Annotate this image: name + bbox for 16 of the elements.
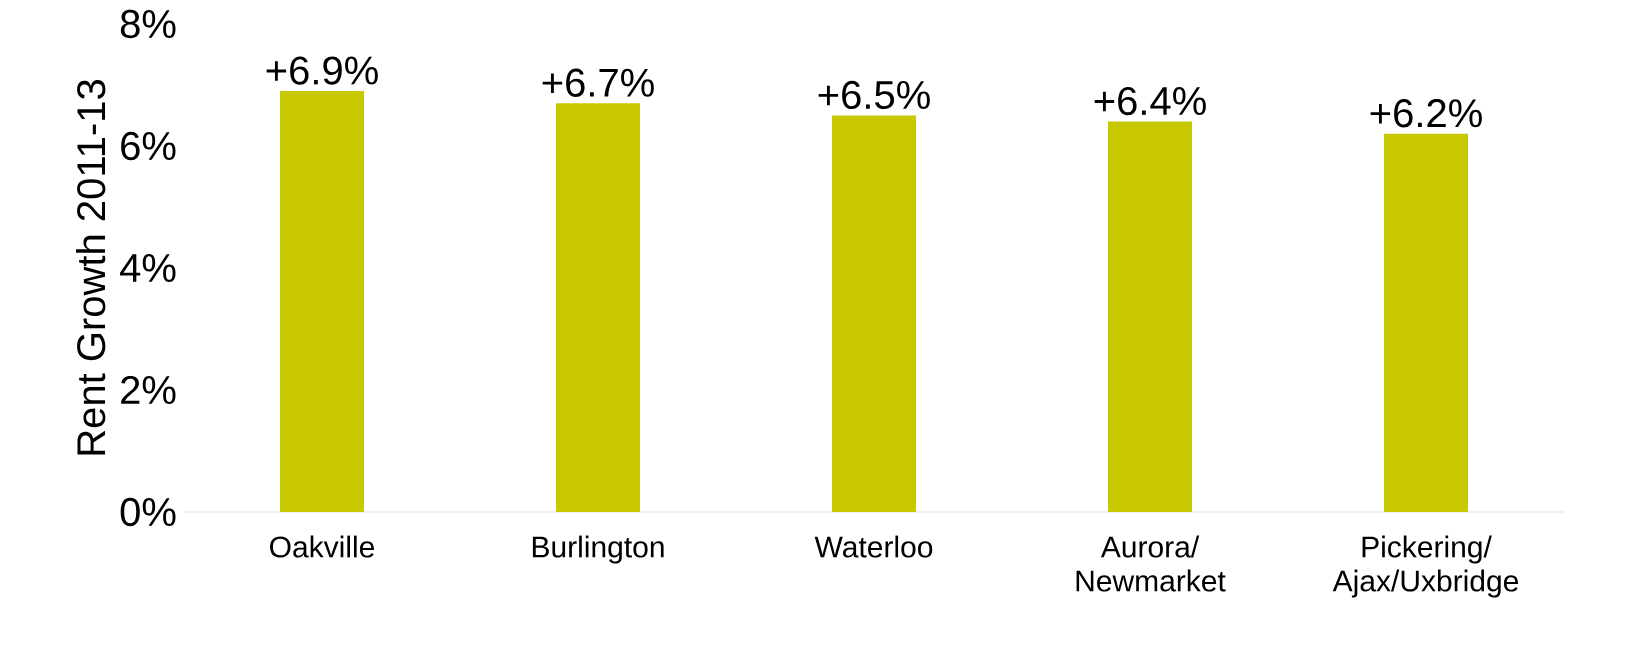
data-label: +6.7% [542,68,654,97]
data-label: +6.5% [818,80,930,110]
data-label: +6.2% [1370,99,1482,128]
y-axis-title: Rent Growth 2011-13 [76,80,106,455]
x-tick-label: Aurora/ Newmarket [1076,535,1226,592]
y-tick-label: 0% [120,497,176,527]
y-tick-label: 8% [120,9,176,39]
y-tick-label: 6% [121,131,176,161]
data-label: +6.4% [1094,86,1206,116]
data-label: +6.9% [266,56,378,85]
y-tick-label: 2% [121,375,176,405]
x-tick-label: Waterloo [814,535,933,558]
x-tick-label: Burlington [532,535,664,564]
y-tick-label: 4% [120,254,176,282]
x-tick-label: Pickering/ Ajax/Uxbridge [1332,535,1519,598]
x-tick-label: Oakville [270,535,374,558]
